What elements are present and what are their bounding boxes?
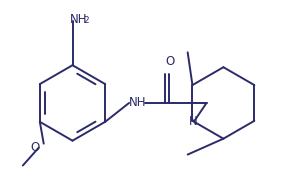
Text: NH: NH (129, 96, 147, 109)
Text: NH: NH (70, 13, 87, 26)
Text: O: O (30, 141, 39, 154)
Text: 2: 2 (83, 16, 89, 25)
Text: N: N (189, 115, 198, 128)
Text: O: O (165, 55, 174, 68)
